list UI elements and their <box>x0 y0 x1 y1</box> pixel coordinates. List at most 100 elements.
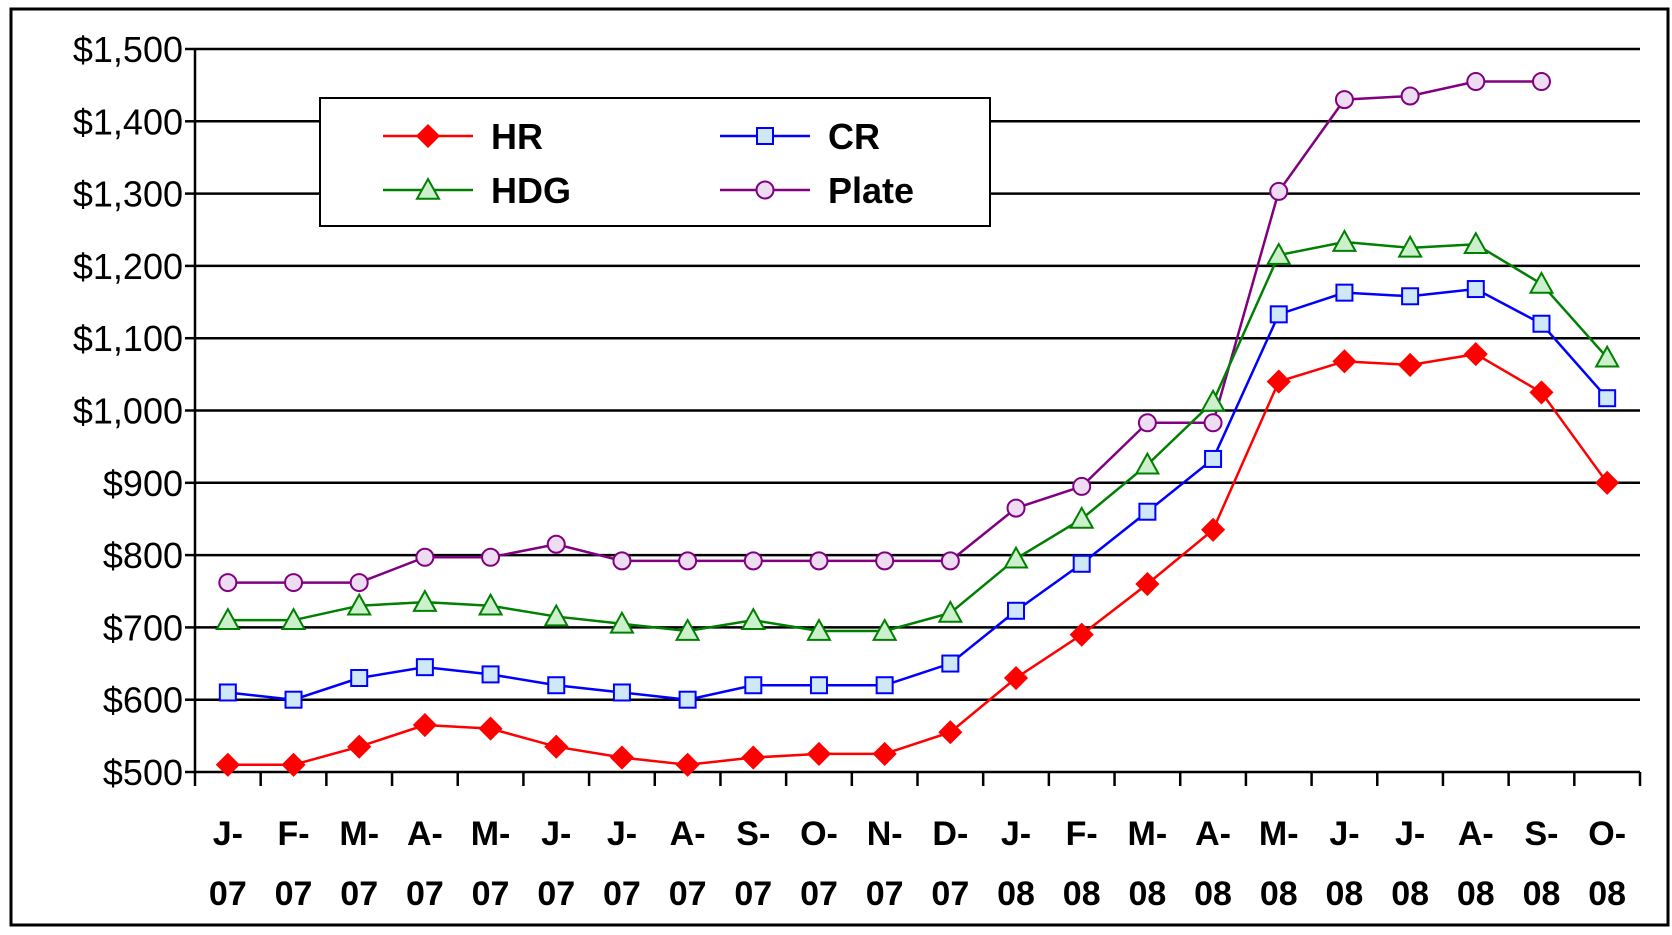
data-point-hr <box>412 712 437 738</box>
data-point-cr <box>547 676 566 695</box>
x-tick-label-month: J- <box>1395 815 1425 853</box>
legend-swatch-marker <box>755 180 775 200</box>
y-axis-tick-labels: $500 $600 $700 $800 $900 $1,000 $1,100 $1,200 $1… <box>73 29 183 793</box>
data-point-hr <box>215 752 240 777</box>
x-tick-label-year: 08 <box>1457 875 1495 913</box>
data-point-hr <box>281 752 306 777</box>
data-point-plate <box>218 573 238 593</box>
data-point-hdg <box>477 592 504 616</box>
series-cr <box>218 280 1617 709</box>
data-point-hr <box>938 720 963 745</box>
x-tick-label-month: A- <box>1195 815 1231 853</box>
x-tick-label-year: 07 <box>866 875 904 913</box>
x-tick-label-month: M- <box>471 815 511 853</box>
data-point-cr <box>1204 449 1223 468</box>
data-point-hdg <box>937 599 964 623</box>
legend-label: HDG <box>491 170 571 211</box>
data-point-hr <box>1266 369 1291 394</box>
data-point-hdg <box>1003 545 1029 569</box>
data-point-cr <box>1269 305 1288 324</box>
data-point-cr <box>1598 389 1617 408</box>
x-tick-label-month: J- <box>1329 815 1359 853</box>
legend-label: CR <box>828 116 880 157</box>
legend-swatch-marker <box>756 127 774 145</box>
data-point-hdg <box>412 589 438 612</box>
x-tick-label-month: A- <box>1458 815 1494 853</box>
data-point-plate <box>743 551 763 571</box>
x-tick-label-year: 08 <box>1260 875 1298 913</box>
x-tick-label-month: N- <box>867 815 903 853</box>
x-axis-tick-labels: J- 07 F- 07 M- 07 A- 07 M- 07 J- 07 J- 07 A- 07 S- 07 O- 07… <box>209 815 1626 913</box>
data-point-hr <box>1003 665 1029 691</box>
data-point-hdg <box>871 617 898 641</box>
data-point-hr <box>1069 622 1094 647</box>
x-tick-label-month: J- <box>213 815 243 853</box>
data-point-plate <box>612 551 632 571</box>
x-tick-label-year: 07 <box>931 875 969 913</box>
data-point-cr <box>481 665 500 684</box>
data-point-hr <box>1135 571 1160 597</box>
data-point-hdg <box>1463 231 1489 255</box>
data-point-plate <box>284 573 304 593</box>
data-series <box>215 72 1620 777</box>
data-point-hdg <box>674 617 701 641</box>
legend-label: Plate <box>828 170 914 211</box>
data-point-plate <box>678 551 698 571</box>
data-point-hr <box>1595 470 1620 495</box>
data-point-cr <box>218 683 237 702</box>
y-tick-label: $1,400 <box>73 101 183 142</box>
x-tick-label-year: 08 <box>1326 875 1364 913</box>
x-tick-label-year: 07 <box>275 875 313 913</box>
y-tick-label: $600 <box>103 680 183 721</box>
data-point-plate <box>481 547 501 567</box>
data-point-hr <box>1398 352 1423 378</box>
data-point-cr <box>1138 502 1157 521</box>
data-point-plate <box>1203 413 1223 433</box>
data-point-hr <box>1463 342 1488 367</box>
x-tick-label-year: 07 <box>800 875 838 913</box>
series-line-cr <box>227 287 1609 701</box>
data-point-plate <box>415 547 435 567</box>
x-tick-label-month: J- <box>541 815 571 853</box>
data-point-hr <box>1201 517 1226 542</box>
series-plate <box>218 72 1551 593</box>
x-tick-label-year: 07 <box>669 875 707 913</box>
x-tick-label-year: 07 <box>340 875 378 913</box>
data-point-plate <box>349 573 369 593</box>
data-point-hdg <box>1200 388 1226 412</box>
data-point-cr <box>941 654 960 673</box>
data-point-plate <box>1466 72 1486 92</box>
y-tick-label: $500 <box>103 752 183 793</box>
data-point-cr <box>678 690 697 709</box>
data-point-hdg <box>1331 228 1358 252</box>
data-point-hr <box>609 745 634 770</box>
data-point-hdg <box>215 607 241 630</box>
data-point-plate <box>1334 90 1354 110</box>
data-point-plate <box>809 551 829 571</box>
data-point-plate <box>1072 476 1092 496</box>
x-tick-label-year: 08 <box>1523 875 1561 913</box>
x-tick-label-month: M- <box>339 815 379 853</box>
data-point-cr <box>1532 314 1551 333</box>
data-point-hdg <box>806 617 832 641</box>
x-tick-label-year: 08 <box>1063 875 1101 913</box>
x-tick-label-year: 07 <box>603 875 641 913</box>
data-point-plate <box>1269 181 1289 201</box>
x-tick-label-year: 07 <box>209 875 247 913</box>
x-tick-label-month: M- <box>1259 815 1299 853</box>
x-tick-label-month: O- <box>800 815 838 853</box>
x-tick-label-year: 07 <box>406 875 444 913</box>
data-point-cr <box>1401 287 1420 306</box>
data-point-hr <box>741 745 766 770</box>
data-point-cr <box>809 676 828 695</box>
data-point-hdg <box>543 603 569 627</box>
data-point-hdg <box>1594 344 1620 368</box>
data-point-cr <box>744 676 763 695</box>
x-tick-label-month: F- <box>1066 815 1098 853</box>
axes <box>185 47 1642 786</box>
legend-swatch-marker <box>415 123 441 149</box>
legend-entry-cr: CR <box>720 116 880 157</box>
data-point-hdg <box>1528 270 1555 294</box>
series-line-hdg <box>227 240 1609 633</box>
